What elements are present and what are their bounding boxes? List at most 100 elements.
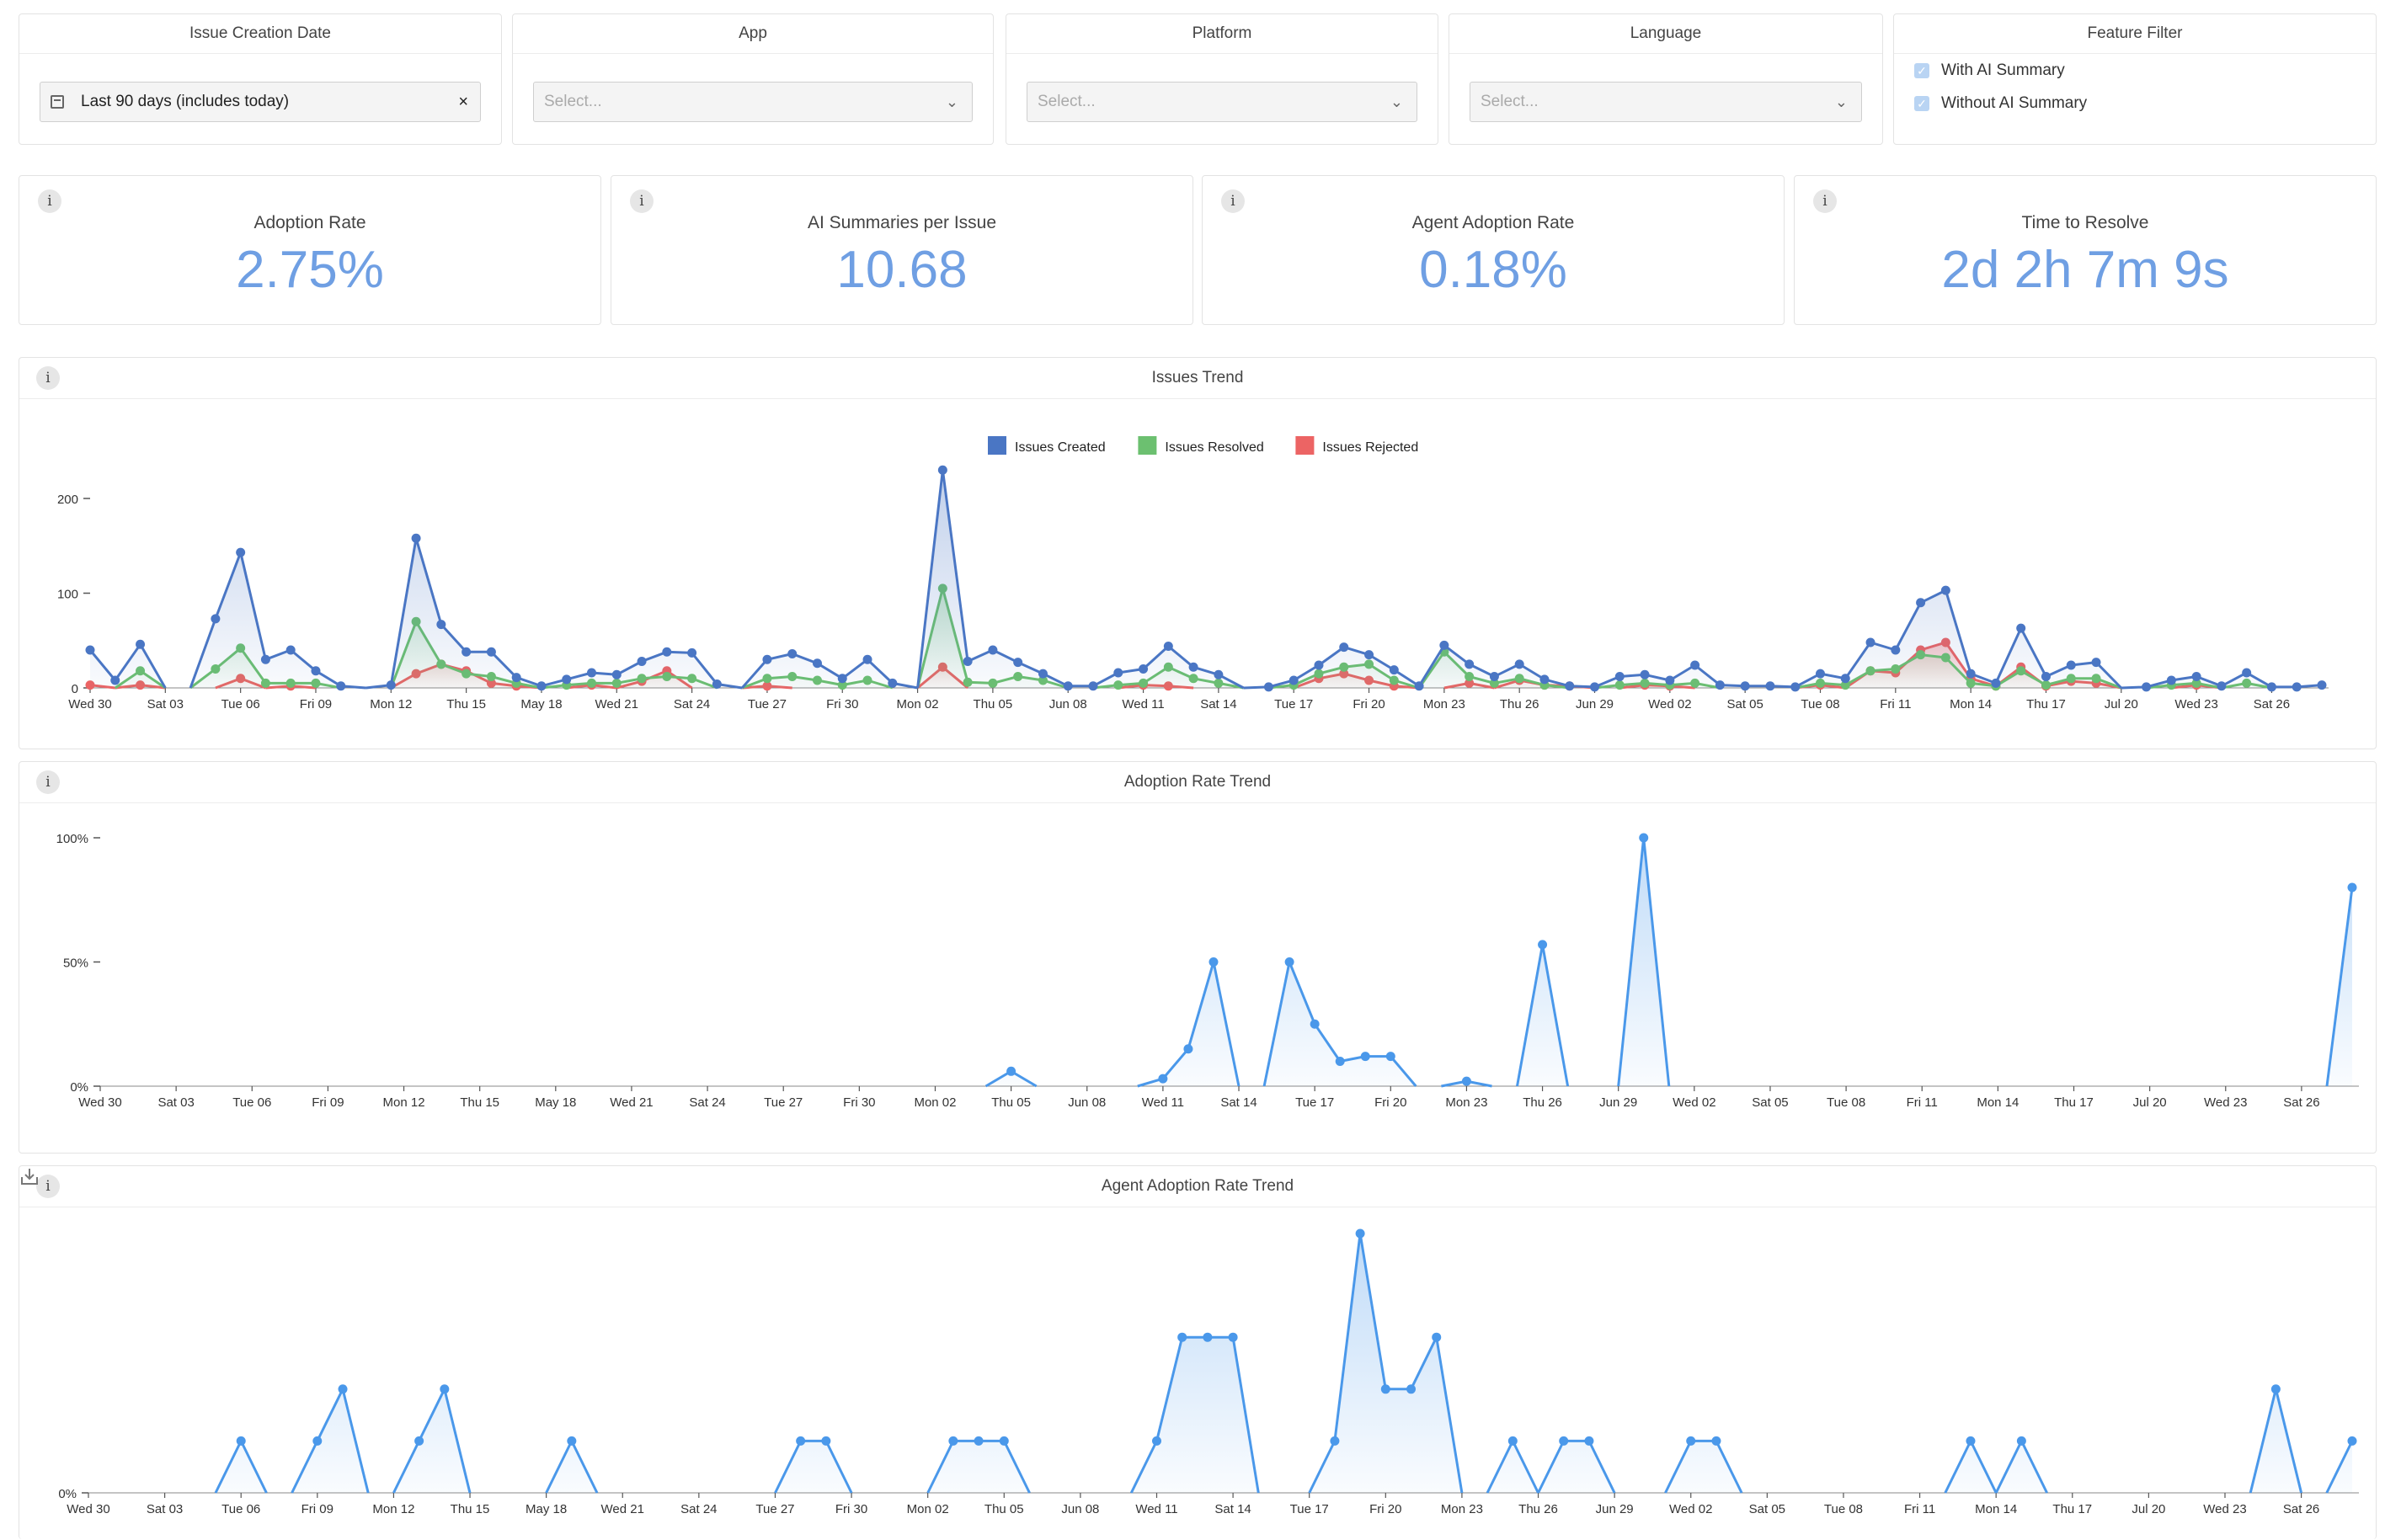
data-point[interactable] bbox=[1514, 659, 1524, 669]
data-point[interactable] bbox=[1461, 1076, 1471, 1086]
data-point[interactable] bbox=[937, 465, 947, 475]
data-point[interactable] bbox=[1840, 674, 1850, 684]
data-point[interactable] bbox=[2142, 682, 2152, 692]
data-point[interactable] bbox=[862, 654, 872, 664]
data-point[interactable] bbox=[821, 1436, 831, 1446]
data-point[interactable] bbox=[1538, 940, 1548, 950]
data-point[interactable] bbox=[411, 533, 421, 543]
data-point[interactable] bbox=[386, 680, 396, 690]
data-point[interactable] bbox=[2041, 672, 2051, 681]
data-point[interactable] bbox=[1203, 1332, 1213, 1342]
data-point[interactable] bbox=[1139, 664, 1149, 674]
data-point[interactable] bbox=[1364, 650, 1374, 660]
data-point[interactable] bbox=[1177, 1332, 1187, 1342]
data-point[interactable] bbox=[2217, 681, 2227, 691]
data-point[interactable] bbox=[311, 666, 321, 676]
platform-select[interactable]: Select... ⌄ bbox=[1027, 82, 1417, 122]
data-point[interactable] bbox=[1263, 682, 1273, 692]
data-point[interactable] bbox=[2091, 658, 2101, 668]
data-point[interactable] bbox=[1640, 669, 1650, 679]
app-select[interactable]: Select... ⌄ bbox=[533, 82, 973, 122]
data-point[interactable] bbox=[2270, 1384, 2281, 1394]
data-point[interactable] bbox=[1209, 957, 1219, 967]
data-point[interactable] bbox=[974, 1436, 984, 1446]
data-point[interactable] bbox=[414, 1436, 424, 1446]
data-point[interactable] bbox=[236, 1436, 246, 1446]
data-point[interactable] bbox=[1590, 682, 1600, 692]
data-point[interactable] bbox=[511, 673, 521, 683]
data-point[interactable] bbox=[948, 1436, 958, 1446]
data-point[interactable] bbox=[2347, 882, 2357, 893]
data-point[interactable] bbox=[2016, 1436, 2026, 1446]
data-point[interactable] bbox=[1565, 681, 1575, 691]
data-point[interactable] bbox=[888, 678, 898, 688]
data-point[interactable] bbox=[1711, 1436, 1721, 1446]
data-point[interactable] bbox=[1539, 674, 1550, 685]
data-point[interactable] bbox=[440, 1384, 450, 1394]
info-icon[interactable]: i bbox=[36, 1175, 60, 1198]
data-point[interactable] bbox=[662, 647, 672, 657]
data-point[interactable] bbox=[1228, 1332, 1238, 1342]
data-point[interactable] bbox=[1289, 675, 1299, 685]
language-select[interactable]: Select... ⌄ bbox=[1470, 82, 1862, 122]
info-icon[interactable]: i bbox=[38, 189, 61, 213]
data-point[interactable] bbox=[1335, 1057, 1345, 1066]
data-point[interactable] bbox=[1439, 640, 1449, 650]
data-point[interactable] bbox=[536, 681, 547, 691]
data-point[interactable] bbox=[988, 645, 998, 655]
data-point[interactable] bbox=[1151, 1436, 1161, 1446]
data-point[interactable] bbox=[285, 645, 296, 655]
data-point[interactable] bbox=[1284, 957, 1294, 967]
data-point[interactable] bbox=[1991, 678, 2001, 688]
data-point[interactable] bbox=[562, 674, 572, 685]
checkbox-without-ai-summary[interactable]: ✓ Without AI Summary bbox=[1914, 93, 2087, 115]
data-point[interactable] bbox=[1559, 1436, 1569, 1446]
data-point[interactable] bbox=[1088, 681, 1098, 691]
data-point[interactable] bbox=[211, 614, 221, 624]
data-point[interactable] bbox=[1310, 1019, 1320, 1029]
data-point[interactable] bbox=[1665, 675, 1675, 685]
data-point[interactable] bbox=[236, 547, 246, 557]
data-point[interactable] bbox=[2242, 668, 2252, 678]
data-point[interactable] bbox=[2166, 675, 2176, 685]
data-point[interactable] bbox=[260, 654, 270, 664]
data-point[interactable] bbox=[1385, 1052, 1395, 1062]
data-point[interactable] bbox=[1183, 1044, 1193, 1054]
data-point[interactable] bbox=[999, 1436, 1009, 1446]
data-point[interactable] bbox=[1330, 1436, 1340, 1446]
data-point[interactable] bbox=[486, 647, 496, 657]
data-point[interactable] bbox=[1360, 1052, 1370, 1062]
data-point[interactable] bbox=[336, 681, 346, 691]
checkbox-with-ai-summary[interactable]: ✓ With AI Summary bbox=[1914, 60, 2065, 82]
data-point[interactable] bbox=[687, 647, 697, 658]
data-point[interactable] bbox=[796, 1436, 806, 1446]
data-point[interactable] bbox=[787, 649, 798, 658]
data-point[interactable] bbox=[2292, 682, 2302, 692]
info-icon[interactable]: i bbox=[36, 366, 60, 390]
data-point[interactable] bbox=[1790, 682, 1801, 692]
data-point[interactable] bbox=[338, 1384, 348, 1394]
data-point[interactable] bbox=[1686, 1436, 1696, 1446]
data-point[interactable] bbox=[1038, 669, 1048, 679]
data-point[interactable] bbox=[1690, 660, 1700, 670]
data-point[interactable] bbox=[2347, 1436, 2357, 1446]
data-point[interactable] bbox=[712, 679, 722, 689]
data-point[interactable] bbox=[1013, 658, 1023, 668]
data-point[interactable] bbox=[1966, 669, 1976, 679]
data-point[interactable] bbox=[1158, 1074, 1168, 1084]
data-point[interactable] bbox=[837, 674, 847, 684]
data-point[interactable] bbox=[2266, 682, 2276, 692]
data-point[interactable] bbox=[2066, 660, 2076, 670]
data-point[interactable] bbox=[637, 657, 647, 666]
data-point[interactable] bbox=[1355, 1228, 1365, 1239]
data-point[interactable] bbox=[1465, 659, 1475, 669]
data-point[interactable] bbox=[1314, 660, 1324, 670]
data-point[interactable] bbox=[2016, 623, 2026, 633]
data-point[interactable] bbox=[1815, 669, 1825, 679]
download-icon[interactable] bbox=[19, 1166, 40, 1186]
data-point[interactable] bbox=[1865, 637, 1875, 647]
info-icon[interactable]: i bbox=[1813, 189, 1837, 213]
data-point[interactable] bbox=[436, 620, 446, 630]
data-point[interactable] bbox=[1614, 672, 1625, 681]
data-point[interactable] bbox=[1966, 1436, 1976, 1446]
